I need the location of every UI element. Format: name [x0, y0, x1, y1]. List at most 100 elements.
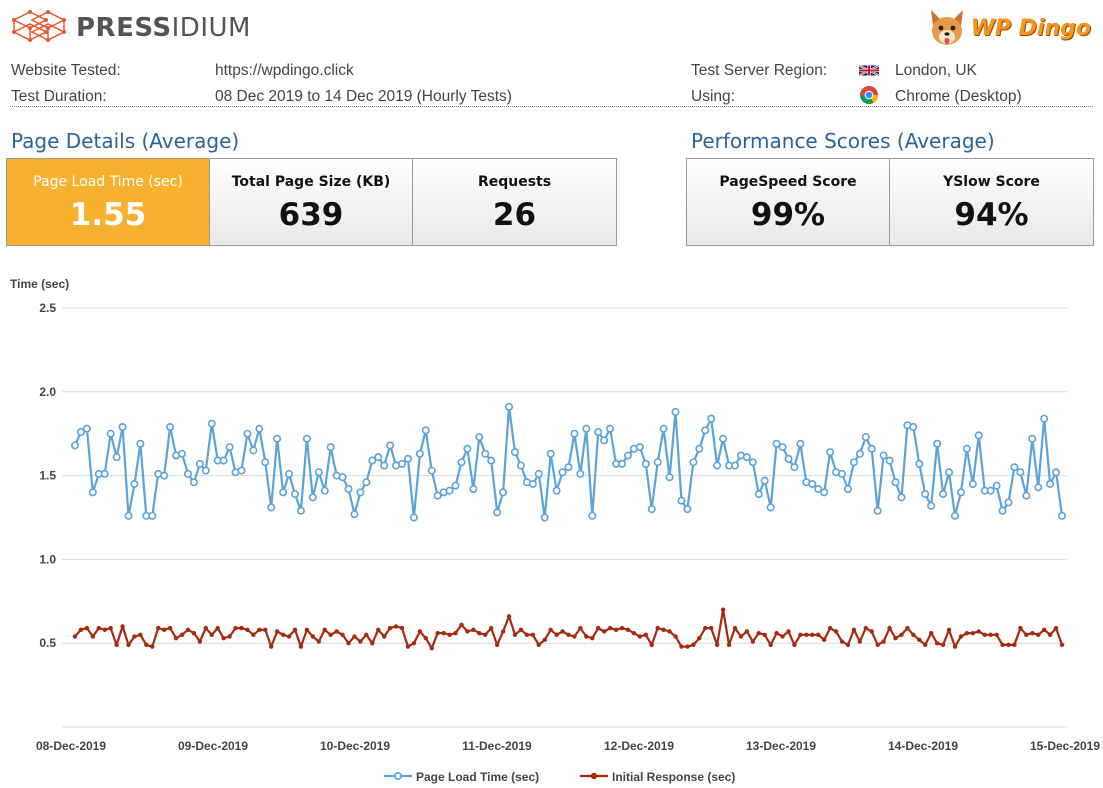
data-point [328, 632, 333, 638]
data-point [316, 639, 321, 644]
data-point [429, 646, 434, 651]
data-point [314, 468, 323, 477]
data-point [144, 642, 149, 648]
data-point [600, 436, 609, 445]
data-point [899, 632, 904, 638]
data-point [839, 639, 845, 644]
data-point [643, 632, 648, 638]
dog-mascot-icon [930, 10, 963, 45]
data-point [352, 634, 357, 639]
data-point [189, 478, 198, 487]
data-point [560, 629, 565, 634]
data-point [494, 642, 500, 648]
data-point [358, 639, 363, 644]
pagespeed-score-card: PageSpeed Score 99% [687, 159, 890, 245]
data-point [875, 642, 880, 648]
data-point [326, 443, 335, 452]
data-point [340, 632, 345, 638]
total-page-size-value: 639 [278, 197, 344, 233]
data-point [518, 627, 524, 632]
data-point [203, 625, 209, 631]
data-point [534, 469, 543, 478]
data-point [1022, 491, 1031, 500]
data-point [219, 456, 228, 465]
data-point [1016, 468, 1025, 477]
data-point [221, 635, 226, 641]
data-point [703, 625, 708, 631]
data-point [1052, 468, 1061, 477]
data-point [720, 607, 726, 612]
data-point [607, 625, 613, 631]
data-point [530, 632, 536, 638]
data-point [215, 625, 220, 631]
data-point [814, 485, 823, 494]
data-point [364, 632, 369, 638]
x-tick-label: 10-Dec-2019 [320, 739, 390, 753]
data-point [962, 444, 971, 453]
data-point [191, 630, 197, 636]
data-point [792, 642, 797, 648]
data-point [512, 632, 518, 638]
data-point [102, 627, 107, 632]
data-point [126, 642, 131, 648]
data-point [784, 454, 793, 463]
data-point [691, 642, 696, 648]
data-point [156, 625, 161, 631]
data-point [528, 479, 537, 488]
data-point [683, 505, 692, 514]
data-point [310, 634, 316, 639]
pagespeed-score-value: 99% [750, 197, 826, 233]
data-point [661, 627, 666, 632]
data-point [257, 627, 262, 632]
data-point [695, 444, 704, 453]
data-point [463, 444, 472, 453]
data-point [786, 629, 791, 634]
data-point [441, 630, 446, 636]
data-point [808, 479, 817, 488]
data-point [986, 486, 995, 495]
x-axis-ticks: 08-Dec-2019 09-Dec-2019 10-Dec-2019 11-Dec-… [36, 739, 1100, 753]
data-point [855, 449, 864, 458]
data-point [510, 448, 519, 457]
data-point [82, 424, 91, 433]
data-point [766, 503, 775, 512]
data-point [750, 639, 756, 644]
data-point [76, 428, 85, 437]
data-point [273, 434, 282, 443]
data-point [780, 634, 785, 639]
data-point [820, 488, 829, 497]
data-point [90, 634, 96, 639]
data-point [292, 627, 298, 632]
data-point [499, 488, 508, 497]
y-tick-label: 2.5 [39, 301, 56, 315]
wpdingo-logo-text: WP Dingo [970, 15, 1091, 41]
data-point [838, 469, 847, 478]
data-point [409, 513, 418, 522]
data-point [380, 461, 389, 470]
data-point [923, 642, 928, 648]
data-point [1012, 642, 1017, 648]
data-point [679, 644, 684, 649]
data-point [732, 625, 738, 631]
data-point [296, 506, 305, 515]
data-point [493, 508, 502, 517]
x-tick-label: 13-Dec-2019 [746, 739, 816, 753]
data-point [572, 634, 577, 639]
data-point [120, 624, 125, 629]
data-point [988, 632, 993, 638]
requests-label: Requests [477, 174, 552, 190]
data-point [114, 642, 119, 648]
data-point [308, 493, 317, 502]
x-tick-label: 08-Dec-2019 [36, 739, 106, 753]
data-point [584, 634, 589, 639]
data-point [1053, 625, 1059, 631]
data-point [285, 469, 294, 478]
data-point [350, 510, 359, 519]
data-point [403, 454, 412, 463]
data-point [816, 632, 821, 638]
data-point [362, 478, 371, 487]
data-point [637, 634, 643, 639]
data-point [726, 642, 732, 648]
legend-swatch-marker [393, 771, 402, 780]
page-details-cards: Page Load Time (sec) 1.55 Total Page Siz… [6, 158, 617, 246]
